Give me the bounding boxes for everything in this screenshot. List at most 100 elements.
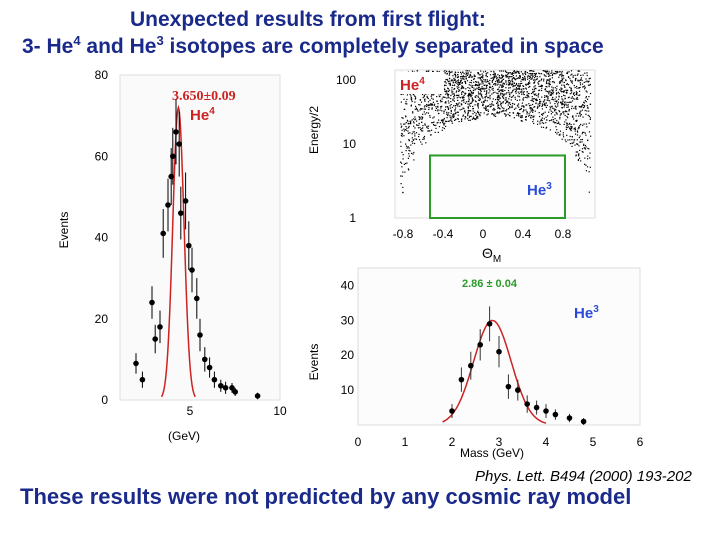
scatter-point — [573, 84, 575, 87]
scatter-point — [578, 137, 580, 139]
scatter-point — [472, 113, 474, 115]
scatter-point — [498, 98, 500, 100]
scatter-point — [432, 93, 434, 95]
scatter-point — [422, 130, 424, 132]
scatter-point — [510, 99, 512, 101]
scatter-point — [589, 157, 591, 159]
scatter-point — [418, 136, 420, 138]
scatter-point — [554, 105, 556, 107]
scatter-point — [584, 100, 586, 102]
scatter-point — [523, 91, 525, 93]
scatter-point — [407, 132, 410, 134]
scatter-point — [461, 104, 463, 106]
scatter-point — [576, 96, 578, 99]
scatter-point — [566, 83, 568, 85]
scatter-point — [477, 72, 479, 74]
scatter-point — [505, 97, 507, 99]
scatter-point — [456, 90, 458, 92]
scatter-point — [453, 77, 455, 79]
scatter-point — [530, 109, 532, 111]
scatter-point — [499, 70, 501, 72]
scatter-point — [429, 116, 431, 118]
scatter-point — [478, 83, 480, 86]
scatter-point — [584, 144, 587, 147]
scatter-point — [451, 117, 453, 119]
scatter-point — [521, 82, 523, 84]
scatter-point — [506, 100, 508, 102]
scatter-point — [533, 116, 535, 118]
scatter-point — [551, 93, 553, 95]
scatter-point — [569, 135, 571, 137]
scatter-point — [507, 108, 510, 110]
conclusion-text: These results were not predicted by any … — [20, 484, 632, 509]
scatter-point — [511, 81, 513, 83]
scatter-point — [511, 72, 513, 74]
scatter-point — [484, 107, 486, 110]
scatter-point — [467, 95, 469, 97]
scatter-point — [526, 94, 528, 96]
scatter-point — [494, 91, 496, 93]
scatter-point — [514, 98, 516, 100]
scatter-point — [455, 76, 457, 78]
scatter-point — [433, 104, 435, 107]
scatter-point — [565, 79, 567, 81]
scatter-point — [468, 70, 470, 72]
scatter-point — [499, 97, 501, 99]
scatter-point — [479, 98, 481, 100]
scatter-point — [531, 100, 534, 102]
scatter-point — [544, 75, 546, 77]
scatter-point — [506, 76, 508, 78]
scatter-point — [512, 96, 514, 98]
scatter-point — [428, 104, 430, 106]
scatter-point — [573, 92, 575, 94]
scatter-point — [505, 110, 507, 112]
scatter-point — [565, 110, 567, 112]
scatter-point — [421, 116, 423, 118]
scatter-point — [405, 145, 407, 147]
scatter-point — [470, 82, 472, 84]
scatter-point — [563, 84, 565, 86]
scatter-point — [482, 104, 484, 106]
scatter-point — [501, 85, 503, 87]
scatter-point — [422, 125, 424, 127]
scatter-point — [480, 93, 482, 95]
scatter-point — [446, 106, 448, 108]
scatter-point — [546, 95, 548, 97]
scatter-point — [579, 135, 581, 137]
scatter-point — [530, 107, 533, 109]
scatter-point — [571, 126, 573, 128]
scatter-point — [457, 111, 459, 113]
scatter-point — [411, 152, 413, 154]
scatter-point — [546, 70, 548, 72]
scatter-point — [412, 112, 414, 114]
scatter-point — [506, 92, 508, 94]
scatter-point — [424, 100, 426, 102]
scatter-point — [532, 90, 534, 92]
scatter-point — [452, 81, 454, 83]
scatter-point — [564, 121, 566, 123]
scatter-point — [494, 108, 496, 111]
scatter-point — [467, 111, 469, 113]
scatter-point — [475, 118, 477, 120]
scatter-point — [471, 94, 473, 96]
scatter-point — [561, 78, 563, 80]
scatter-point — [437, 109, 439, 111]
scatter-point — [474, 104, 476, 106]
scatter-point — [578, 94, 580, 96]
scatter-point — [526, 113, 528, 115]
scatter-point — [573, 98, 575, 100]
scatter-point — [497, 103, 499, 105]
scatter-point — [539, 103, 541, 105]
scatter-point — [486, 109, 488, 111]
scatter-point — [418, 116, 420, 118]
scatter-point — [426, 95, 428, 97]
scatter-point — [477, 77, 479, 79]
scatter-point — [497, 93, 499, 95]
scatter-point — [529, 82, 531, 84]
scatter-point — [454, 109, 456, 111]
scatter-point — [571, 139, 573, 141]
scatter-point — [455, 102, 457, 105]
scatter-point — [541, 108, 543, 110]
scatter-point — [545, 116, 547, 118]
scatter-point — [563, 103, 565, 106]
